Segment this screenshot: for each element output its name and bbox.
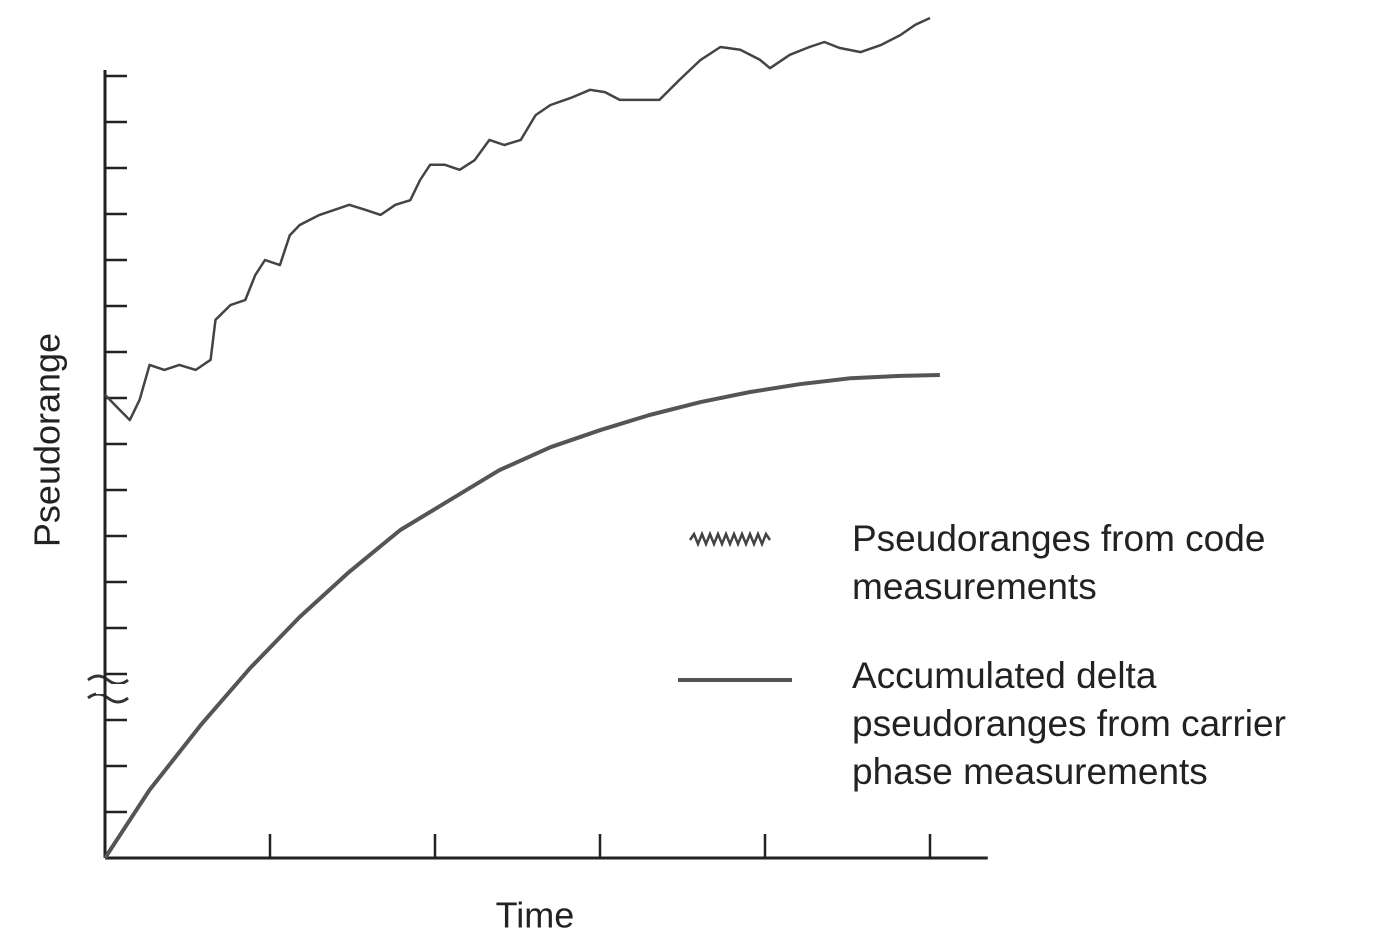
legend-symbol-code	[688, 530, 772, 548]
legend-label: Pseudoranges from code measurements	[852, 518, 1266, 607]
axis-break-gap	[96, 684, 126, 694]
series-line	[103, 373, 940, 860]
y-axis-label: Pseudorange	[27, 333, 68, 547]
legend-label: Accumulated delta pseudoranges from carr…	[852, 655, 1286, 792]
x-axis-label: Time	[496, 895, 575, 936]
series-line	[104, 16, 931, 422]
axis-break	[87, 674, 129, 704]
